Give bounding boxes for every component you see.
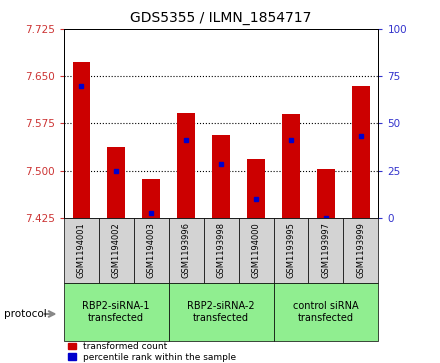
Bar (213, 135, 230, 218)
Bar (64, 218, 99, 283)
Text: GSM1194002: GSM1194002 (112, 223, 121, 278)
Text: GSM1193999: GSM1193999 (356, 223, 366, 278)
Text: protocol: protocol (4, 309, 47, 319)
Text: control siRNA
transfected: control siRNA transfected (293, 301, 359, 323)
Bar (282, 114, 300, 218)
Text: RBP2-siRNA-1
transfected: RBP2-siRNA-1 transfected (82, 301, 150, 323)
Bar (73, 62, 90, 218)
Text: GSM1193997: GSM1193997 (322, 223, 330, 278)
Bar (64, 283, 169, 341)
Text: GSM1193995: GSM1193995 (286, 223, 296, 278)
Bar (274, 218, 308, 283)
Bar (143, 179, 160, 218)
Bar (238, 218, 274, 283)
Text: GSM1193996: GSM1193996 (182, 223, 191, 278)
Bar (317, 170, 335, 218)
Bar (274, 283, 378, 341)
Bar (177, 113, 195, 218)
Bar (308, 218, 344, 283)
Bar (204, 218, 238, 283)
Text: GSM1193998: GSM1193998 (216, 223, 226, 278)
Legend: transformed count, percentile rank within the sample: transformed count, percentile rank withi… (68, 342, 236, 362)
Text: GSM1194000: GSM1194000 (252, 223, 260, 278)
Bar (107, 147, 125, 218)
Bar (247, 159, 265, 218)
Bar (352, 86, 370, 218)
Bar (134, 218, 169, 283)
Bar (99, 218, 134, 283)
Bar (169, 218, 204, 283)
Text: RBP2-siRNA-2
transfected: RBP2-siRNA-2 transfected (187, 301, 255, 323)
Bar (169, 283, 274, 341)
Text: GSM1194001: GSM1194001 (77, 223, 86, 278)
Title: GDS5355 / ILMN_1854717: GDS5355 / ILMN_1854717 (130, 11, 312, 25)
Bar (344, 218, 378, 283)
Text: GSM1194003: GSM1194003 (147, 223, 156, 278)
